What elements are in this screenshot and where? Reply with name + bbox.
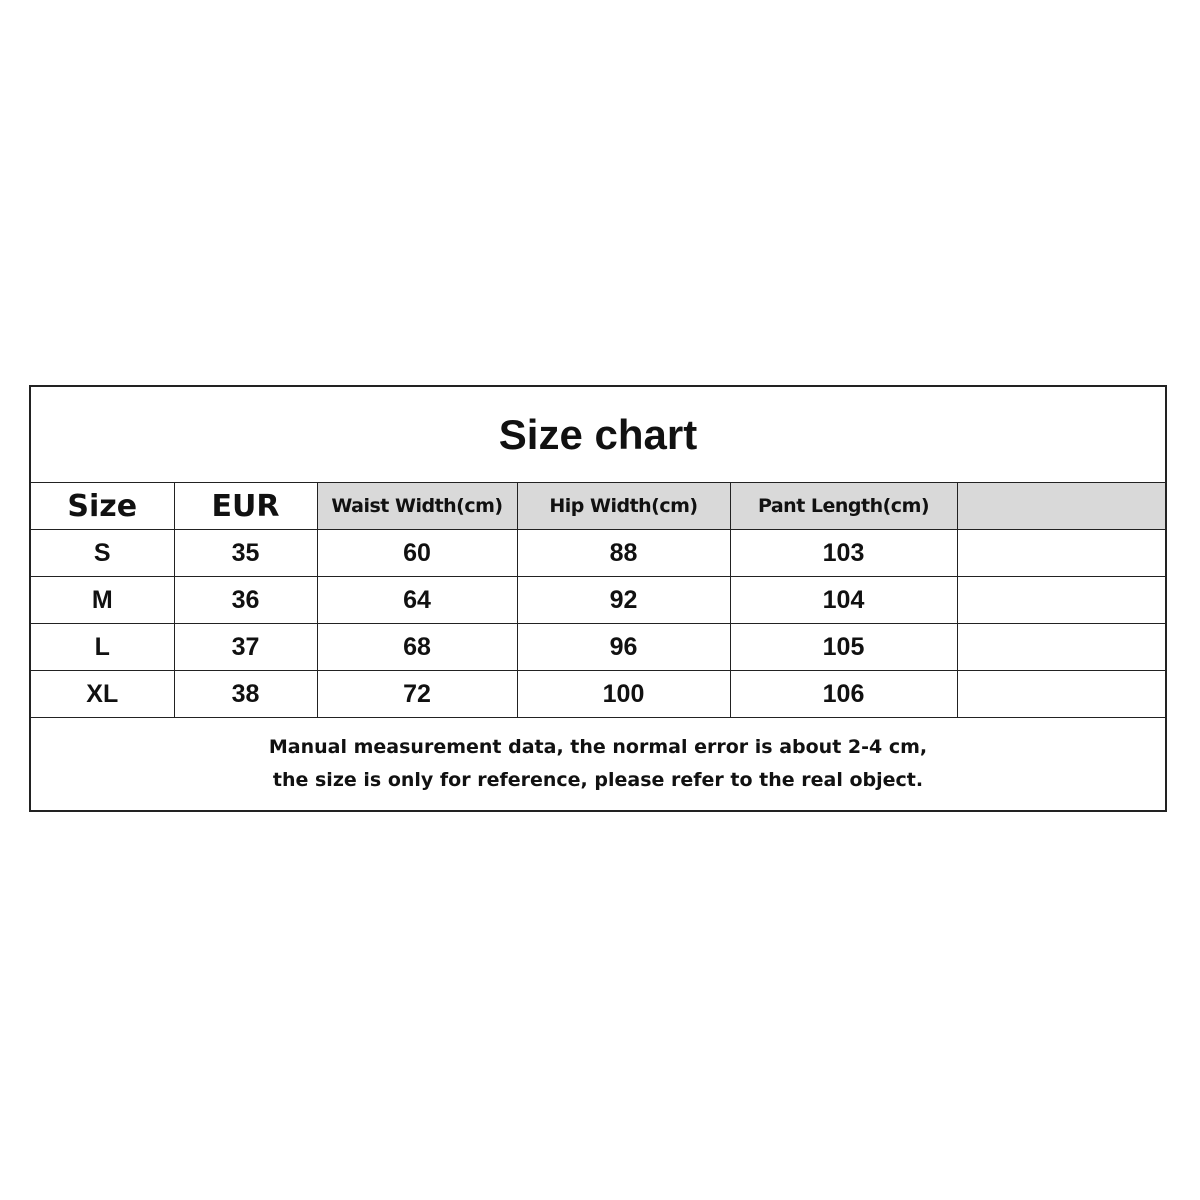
cell-empty [956,670,1165,718]
cell-size: S [31,529,175,577]
cell-pant-length: 103 [729,529,958,577]
header-hip: Hip Width(cm) [516,482,731,530]
cell-eur: 36 [173,576,318,624]
cell-pant-length: 105 [729,623,958,671]
cell-empty [956,576,1165,624]
cell-hip: 100 [516,670,731,718]
note-line-1: Manual measurement data, the normal erro… [268,736,928,758]
cell-empty [956,623,1165,671]
cell-waist: 60 [316,529,518,577]
table-row: XL 38 72 100 106 [31,670,1165,718]
cell-eur: 35 [173,529,318,577]
cell-waist: 68 [316,623,518,671]
cell-hip: 88 [516,529,731,577]
cell-eur: 38 [173,670,318,718]
header-row: Size EUR Waist Width(cm) Hip Width(cm) P… [31,482,1165,530]
chart-title: Size chart [31,387,1165,483]
table-row: L 37 68 96 105 [31,623,1165,671]
table-row: S 35 60 88 103 [31,529,1165,577]
cell-size: L [31,623,175,671]
size-chart: Size chart Size EUR Waist Width(cm) Hip … [29,385,1167,812]
cell-hip: 92 [516,576,731,624]
cell-waist: 64 [316,576,518,624]
note-line-2: the size is only for reference, please r… [272,769,924,791]
cell-waist: 72 [316,670,518,718]
measurement-note: Manual measurement data, the normal erro… [31,717,1165,810]
cell-hip: 96 [516,623,731,671]
header-eur: EUR [173,482,318,530]
table-row: M 36 64 92 104 [31,576,1165,624]
header-size: Size [31,482,175,530]
header-pant-length: Pant Length(cm) [729,482,958,530]
size-table: Size chart Size EUR Waist Width(cm) Hip … [31,387,1165,810]
cell-size: M [31,576,175,624]
header-empty [956,482,1165,530]
cell-pant-length: 104 [729,576,958,624]
cell-size: XL [31,670,175,718]
cell-empty [956,529,1165,577]
cell-eur: 37 [173,623,318,671]
header-waist: Waist Width(cm) [316,482,518,530]
cell-pant-length: 106 [729,670,958,718]
